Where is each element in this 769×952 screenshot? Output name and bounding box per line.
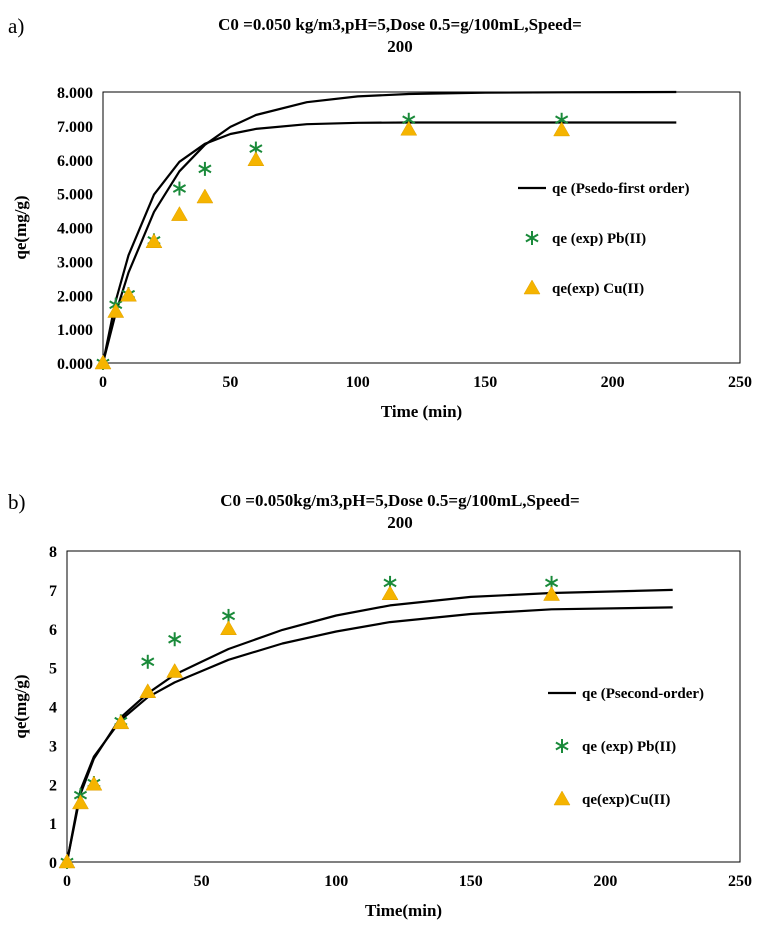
cu-data-point <box>220 620 237 635</box>
pb-data-point <box>141 654 155 669</box>
chart-title-line: 200 <box>387 37 413 56</box>
legend-label: qe (Psedo-first order) <box>552 181 689 197</box>
cu-data-point <box>196 188 214 204</box>
model-curve <box>101 121 677 364</box>
y-tick-label: 3.000 <box>57 254 93 271</box>
chart-title-line: C0 =0.050 kg/m3,pH=5,Dose 0.5=g/100mL,Sp… <box>218 15 582 34</box>
y-tick-label: 1 <box>49 816 57 833</box>
cu-data-point <box>553 121 571 137</box>
y-tick-label: 0.000 <box>57 356 93 373</box>
y-tick-label: 5 <box>49 661 57 678</box>
x-tick-label: 0 <box>99 374 107 391</box>
cu-data-point <box>381 585 399 601</box>
model-curve <box>101 90 677 364</box>
x-tick-label: 200 <box>601 374 625 391</box>
x-axis-label: Time(min) <box>365 901 442 920</box>
model-curve <box>65 606 673 863</box>
cu-data-point <box>553 790 571 806</box>
cu-data-point <box>58 853 76 869</box>
chart-title-line: C0 =0.050kg/m3,pH=5,Dose 0.5=g/100mL,Spe… <box>220 491 580 510</box>
y-tick-label: 2.000 <box>57 288 93 305</box>
legend-label: qe (exp) Pb(II) <box>582 739 676 755</box>
chart-title-line: 200 <box>387 513 413 532</box>
y-tick-label: 4 <box>49 700 57 717</box>
x-tick-label: 250 <box>728 873 752 890</box>
legend-label: qe (exp) Pb(II) <box>552 231 646 247</box>
y-tick-label: 8 <box>49 544 57 561</box>
y-tick-label: 0 <box>49 855 57 872</box>
chart-title: C0 =0.050kg/m3,pH=5,Dose 0.5=g/100mL,Spe… <box>120 490 680 534</box>
pb-data-point <box>555 739 569 753</box>
x-tick-label: 200 <box>593 873 617 890</box>
x-tick-label: 50 <box>222 374 238 391</box>
cu-data-point <box>120 286 137 302</box>
y-tick-label: 8.000 <box>57 85 93 102</box>
legend-label: qe (Psecond-order) <box>582 686 704 702</box>
legend-label: qe(exp) Cu(II) <box>552 281 644 297</box>
x-tick-label: 150 <box>473 374 497 391</box>
chart-panel-b: b) C0 =0.050kg/m3,pH=5,Dose 0.5=g/100mL,… <box>0 476 769 952</box>
cu-data-point <box>247 151 265 166</box>
pb-data-point <box>172 181 187 196</box>
plot-frame <box>66 550 741 863</box>
x-tick-label: 50 <box>194 873 210 890</box>
legend-label: qe(exp)Cu(II) <box>582 792 670 808</box>
y-axis-label: qe(mg/g) <box>11 195 30 259</box>
chart-title: C0 =0.050 kg/m3,pH=5,Dose 0.5=g/100mL,Sp… <box>120 14 680 58</box>
y-tick-label: 2 <box>49 777 57 794</box>
cu-data-point <box>112 714 130 730</box>
cu-data-point <box>85 775 103 791</box>
cu-data-point <box>145 233 163 248</box>
plot-frame <box>102 91 741 364</box>
cu-data-point <box>543 586 560 601</box>
y-tick-label: 4.000 <box>57 221 93 238</box>
x-tick-label: 0 <box>63 873 71 890</box>
cu-data-point <box>166 663 184 678</box>
y-tick-label: 7.000 <box>57 119 93 136</box>
x-tick-label: 150 <box>459 873 483 890</box>
chart-panel-a: a) C0 =0.050 kg/m3,pH=5,Dose 0.5=g/100mL… <box>8 14 752 421</box>
pb-data-point <box>168 632 182 647</box>
y-tick-label: 3 <box>49 738 57 755</box>
cu-data-point <box>400 120 418 136</box>
pb-data-point <box>198 161 212 176</box>
x-tick-label: 100 <box>324 873 348 890</box>
chart-plot: 0.000 1.000 2.000 3.000 4.000 5.000 6.000 7.000… <box>11 85 752 421</box>
chart-plot: 0 1 2 3 4 5 6 7 8 0 50 100 150 200 250 Time(min) qe(mg/g… <box>11 544 752 920</box>
y-tick-label: 6.000 <box>57 153 93 170</box>
y-tick-label: 1.000 <box>57 322 93 339</box>
x-axis-label: Time (min) <box>381 402 462 421</box>
cu-data-point <box>107 303 125 318</box>
cu-data-point <box>94 354 112 370</box>
x-tick-label: 100 <box>346 374 370 391</box>
cu-data-point <box>171 206 188 221</box>
y-tick-label: 7 <box>49 583 57 600</box>
cu-data-point <box>139 683 157 698</box>
pb-data-point <box>525 231 539 245</box>
y-tick-label: 6 <box>49 622 57 639</box>
x-tick-label: 250 <box>728 374 752 391</box>
y-tick-label: 5.000 <box>57 187 93 204</box>
y-axis-label: qe(mg/g) <box>11 674 30 738</box>
cu-data-point <box>72 794 89 810</box>
cu-data-point <box>523 279 541 295</box>
panel-label: b) <box>8 490 26 514</box>
model-curve <box>65 588 673 863</box>
panel-label: a) <box>8 14 25 38</box>
